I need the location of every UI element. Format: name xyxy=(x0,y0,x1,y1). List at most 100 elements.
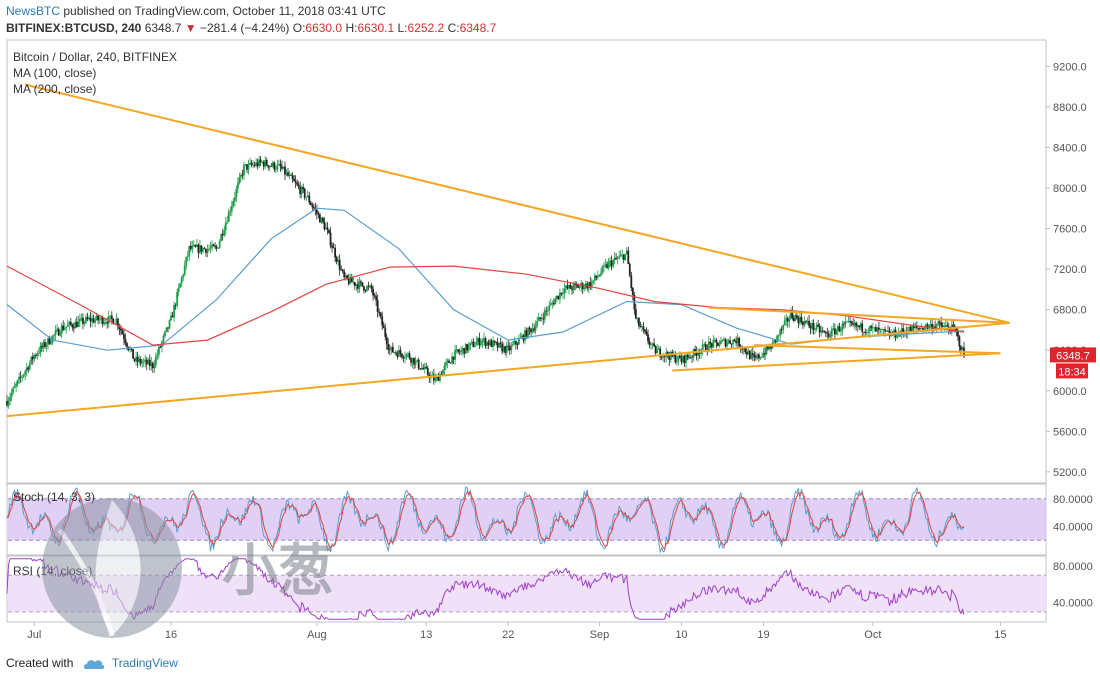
candle-body xyxy=(308,195,311,203)
candle-body xyxy=(103,322,106,325)
candle-body xyxy=(677,355,680,361)
candle-body xyxy=(742,348,745,350)
candle-body xyxy=(789,311,792,319)
candle-body xyxy=(915,326,918,328)
trendline[interactable] xyxy=(708,306,1010,324)
candle-body xyxy=(98,319,101,321)
candle-body xyxy=(262,162,265,167)
candle-body xyxy=(844,321,847,325)
candle-body xyxy=(513,341,516,345)
candle-body xyxy=(581,283,584,290)
candle-body xyxy=(669,351,672,360)
trendlines[interactable] xyxy=(6,83,1010,418)
price-tick-label: 5600.0 xyxy=(1053,426,1087,438)
candle-body xyxy=(919,328,921,330)
candle-body xyxy=(68,322,71,325)
publish-line: NewsBTC published on TradingView.com, Oc… xyxy=(6,4,386,18)
candle-body xyxy=(922,327,924,331)
candle-body xyxy=(914,326,917,329)
created-with-label: Created with xyxy=(6,656,74,670)
candle-body xyxy=(402,356,405,359)
time-tick-label: Sep xyxy=(590,629,610,641)
candle-body xyxy=(372,288,374,296)
candle-body xyxy=(830,328,833,337)
trendline[interactable] xyxy=(6,321,1010,418)
candle-body xyxy=(420,367,423,370)
candle-body xyxy=(261,162,264,163)
last-price-tag xyxy=(1050,347,1096,363)
candle-body xyxy=(960,346,962,351)
candle-body xyxy=(935,324,938,329)
trendline[interactable] xyxy=(754,344,1001,355)
candle-body xyxy=(885,330,888,332)
candle-body xyxy=(363,286,365,291)
candle-body xyxy=(405,354,408,358)
candle-body xyxy=(270,165,273,167)
candle-body xyxy=(806,320,809,323)
candle-body xyxy=(691,356,693,358)
candle-body xyxy=(490,340,493,348)
price-tick-label: 9200.0 xyxy=(1053,61,1087,73)
candle-body xyxy=(703,344,706,345)
candle-body xyxy=(759,357,762,359)
price-axis[interactable]: 9200.0 8800.0 8400.0 8000.0 7600.0 7200.0 6800… xyxy=(1046,61,1087,479)
candle-body xyxy=(145,359,148,365)
candle-body xyxy=(849,321,851,322)
time-tick-label: 19 xyxy=(757,629,769,641)
time-axis[interactable]: Jul 16 Aug 13 22 Sep 10 19 Oct 15 xyxy=(27,622,1007,641)
candle-body xyxy=(211,244,213,248)
candle-body xyxy=(659,348,662,357)
candle-body xyxy=(656,349,659,354)
candle-body xyxy=(716,342,719,346)
candle-body xyxy=(736,337,739,344)
tradingview-cloud-icon xyxy=(83,660,104,669)
candle-body xyxy=(530,329,532,333)
candle-body xyxy=(710,343,713,348)
candle-body xyxy=(170,315,172,320)
candle-body xyxy=(296,182,299,185)
publisher-name[interactable]: NewsBTC xyxy=(6,4,61,18)
candle-body xyxy=(909,326,912,332)
candle-body xyxy=(560,292,563,295)
price-tick-label: 5200.0 xyxy=(1053,467,1087,479)
candle-body xyxy=(578,286,581,288)
candle-body xyxy=(779,329,782,336)
candle-body xyxy=(268,165,271,168)
candle-body xyxy=(373,295,376,297)
candle-body xyxy=(770,346,772,349)
candle-body xyxy=(284,166,286,175)
candle-body xyxy=(112,318,115,325)
candle-body xyxy=(443,365,446,370)
trendline[interactable] xyxy=(672,352,1001,372)
candle-body xyxy=(408,353,411,359)
price-change: −281.4 (−4.24%) xyxy=(199,21,290,35)
candle-body xyxy=(697,353,700,356)
candle-body xyxy=(469,342,472,346)
candle-body xyxy=(773,340,775,343)
candle-body xyxy=(355,284,358,286)
candle-body xyxy=(542,318,545,320)
candle-body xyxy=(873,327,876,328)
main-pane[interactable] xyxy=(6,39,1047,484)
candle-body xyxy=(648,341,651,345)
candle-body xyxy=(147,359,150,365)
candle-body xyxy=(911,326,914,332)
trendline[interactable] xyxy=(24,83,1010,324)
candle-body xyxy=(370,285,373,289)
ma100-legend: MA (100, close) xyxy=(13,66,96,80)
candle-body xyxy=(282,166,285,169)
candle-body xyxy=(317,213,320,215)
candle-body xyxy=(56,328,59,331)
candle-body xyxy=(654,346,657,354)
candle-body xyxy=(853,322,856,325)
candle-body xyxy=(148,359,151,367)
tradingview-link[interactable]: TradingView xyxy=(111,656,178,670)
candle-body xyxy=(610,260,613,267)
candle-body xyxy=(36,353,39,356)
candle-body xyxy=(808,320,810,326)
candle-body xyxy=(733,339,736,342)
candle-body xyxy=(694,349,697,353)
candle-body xyxy=(341,269,344,272)
candle-body xyxy=(31,356,34,360)
